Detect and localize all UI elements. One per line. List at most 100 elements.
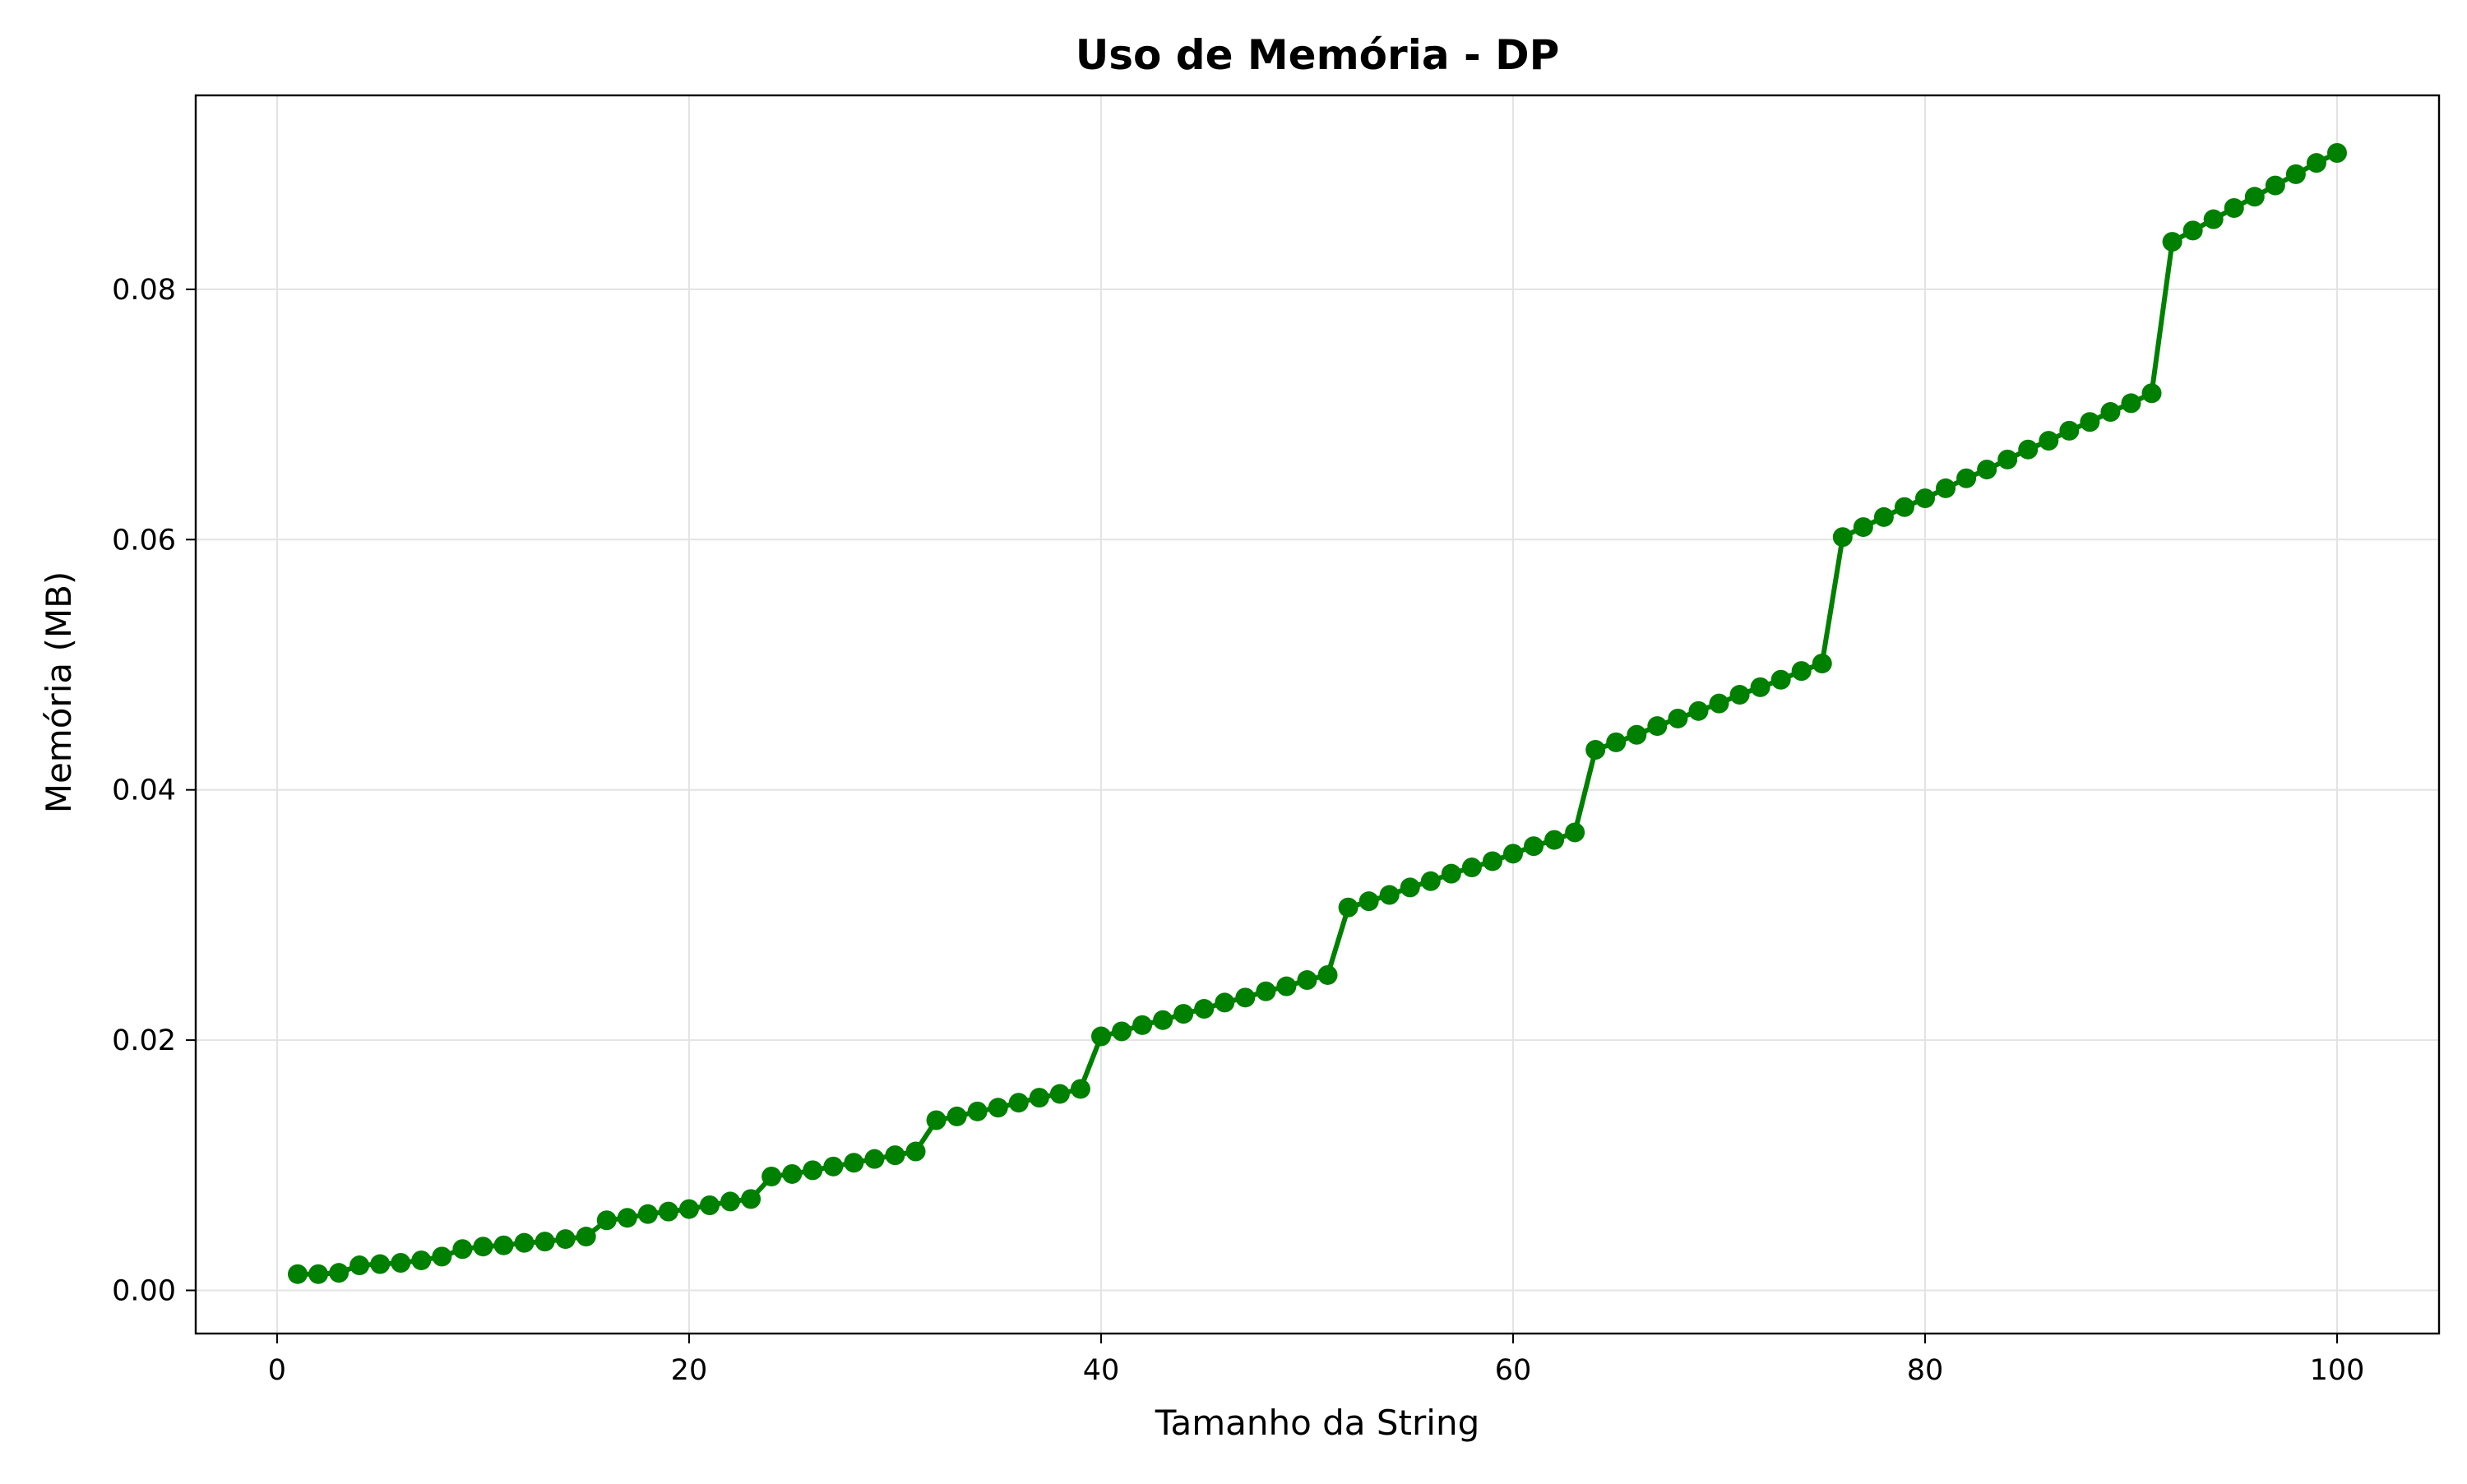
data-point (1709, 693, 1729, 714)
series-layer (288, 143, 2347, 1284)
data-point (576, 1227, 596, 1247)
data-point (1502, 844, 1523, 864)
data-point (1627, 724, 1647, 745)
x-axis: 0 20 40 60 80 100 (268, 1334, 2364, 1387)
data-point (1153, 1010, 1173, 1030)
data-point (1606, 732, 1627, 752)
data-point (432, 1246, 452, 1267)
y-tick-label: 0.06 (112, 524, 176, 557)
data-point (782, 1163, 803, 1184)
data-point (678, 1199, 699, 1219)
data-point (864, 1149, 885, 1169)
data-point (1936, 478, 1956, 498)
data-point (1338, 897, 1358, 918)
data-point (1194, 999, 1215, 1019)
data-point (617, 1208, 637, 1228)
data-point (2224, 197, 2244, 218)
y-axis-label: Memória (MB) (39, 571, 79, 814)
data-point (741, 1189, 761, 1209)
data-point (349, 1255, 370, 1276)
x-tick-label: 60 (1495, 1354, 1532, 1387)
data-point (1358, 891, 1379, 912)
data-point (535, 1232, 555, 1252)
data-point (1853, 517, 1873, 538)
data-point (720, 1191, 741, 1212)
x-tick-label: 40 (1083, 1354, 1120, 1387)
data-point (1770, 669, 1791, 690)
data-point (1729, 685, 1750, 705)
data-point (1090, 1026, 1111, 1047)
y-tick-label: 0.08 (112, 274, 176, 307)
data-point (2265, 175, 2285, 196)
data-point (1008, 1093, 1029, 1113)
data-point (2244, 187, 2265, 207)
data-point (967, 1101, 988, 1121)
x-tick-label: 20 (671, 1354, 708, 1387)
x-tick-label: 80 (1907, 1354, 1944, 1387)
y-tick-label: 0.04 (112, 774, 176, 807)
data-point (1379, 885, 1400, 905)
data-point (823, 1156, 844, 1177)
data-point (1235, 987, 1256, 1008)
data-point (1070, 1079, 1090, 1099)
data-point (1688, 700, 1709, 721)
data-point (1132, 1015, 1153, 1035)
data-point (947, 1106, 967, 1126)
data-point (803, 1160, 823, 1181)
data-point (1668, 708, 1688, 728)
x-tick-label: 0 (268, 1354, 286, 1387)
data-point (1256, 981, 1276, 1001)
data-point (329, 1263, 349, 1283)
data-point (391, 1253, 411, 1274)
data-point (761, 1166, 782, 1186)
data-point (288, 1264, 308, 1284)
data-point (1791, 661, 1812, 682)
data-point (1585, 739, 1606, 760)
data-point (1461, 858, 1482, 878)
data-point (1276, 976, 1297, 996)
data-point (2039, 431, 2059, 451)
data-point (1914, 488, 1935, 509)
data-point (2100, 402, 2121, 423)
data-point (2203, 209, 2224, 229)
data-point (1049, 1084, 1070, 1104)
data-point (1173, 1004, 1194, 1024)
y-tick-label: 0.00 (112, 1274, 176, 1307)
data-point (473, 1237, 493, 1257)
data-point (2306, 153, 2326, 173)
data-point (1647, 716, 1668, 737)
data-point (2121, 393, 2141, 414)
data-point (2285, 164, 2306, 184)
data-point (555, 1229, 576, 1250)
data-point (637, 1204, 658, 1224)
data-point (700, 1195, 720, 1215)
data-point (2018, 439, 2039, 460)
data-point (411, 1250, 432, 1270)
data-point (2327, 143, 2347, 164)
data-point (1524, 836, 1544, 857)
data-point (1812, 653, 1832, 673)
series-line (298, 150, 2339, 1277)
data-point (988, 1098, 1008, 1118)
data-point (1317, 964, 1338, 985)
data-point (1873, 506, 1894, 527)
data-point (1750, 677, 1770, 697)
data-point (905, 1141, 926, 1162)
data-point (1832, 527, 1853, 548)
y-axis: 0.00 0.02 0.04 0.06 0.08 (112, 274, 196, 1307)
data-point (658, 1201, 678, 1222)
grid (196, 95, 2439, 1334)
data-point (1420, 871, 1441, 891)
data-point (1977, 460, 1997, 480)
data-point (1482, 851, 1502, 871)
data-point (1544, 830, 1565, 850)
data-point (514, 1232, 535, 1253)
plot-frame (194, 94, 2441, 1335)
data-point (2182, 220, 2203, 241)
data-point (1215, 992, 1235, 1013)
data-point (1297, 970, 1317, 991)
data-point (2059, 420, 2080, 441)
